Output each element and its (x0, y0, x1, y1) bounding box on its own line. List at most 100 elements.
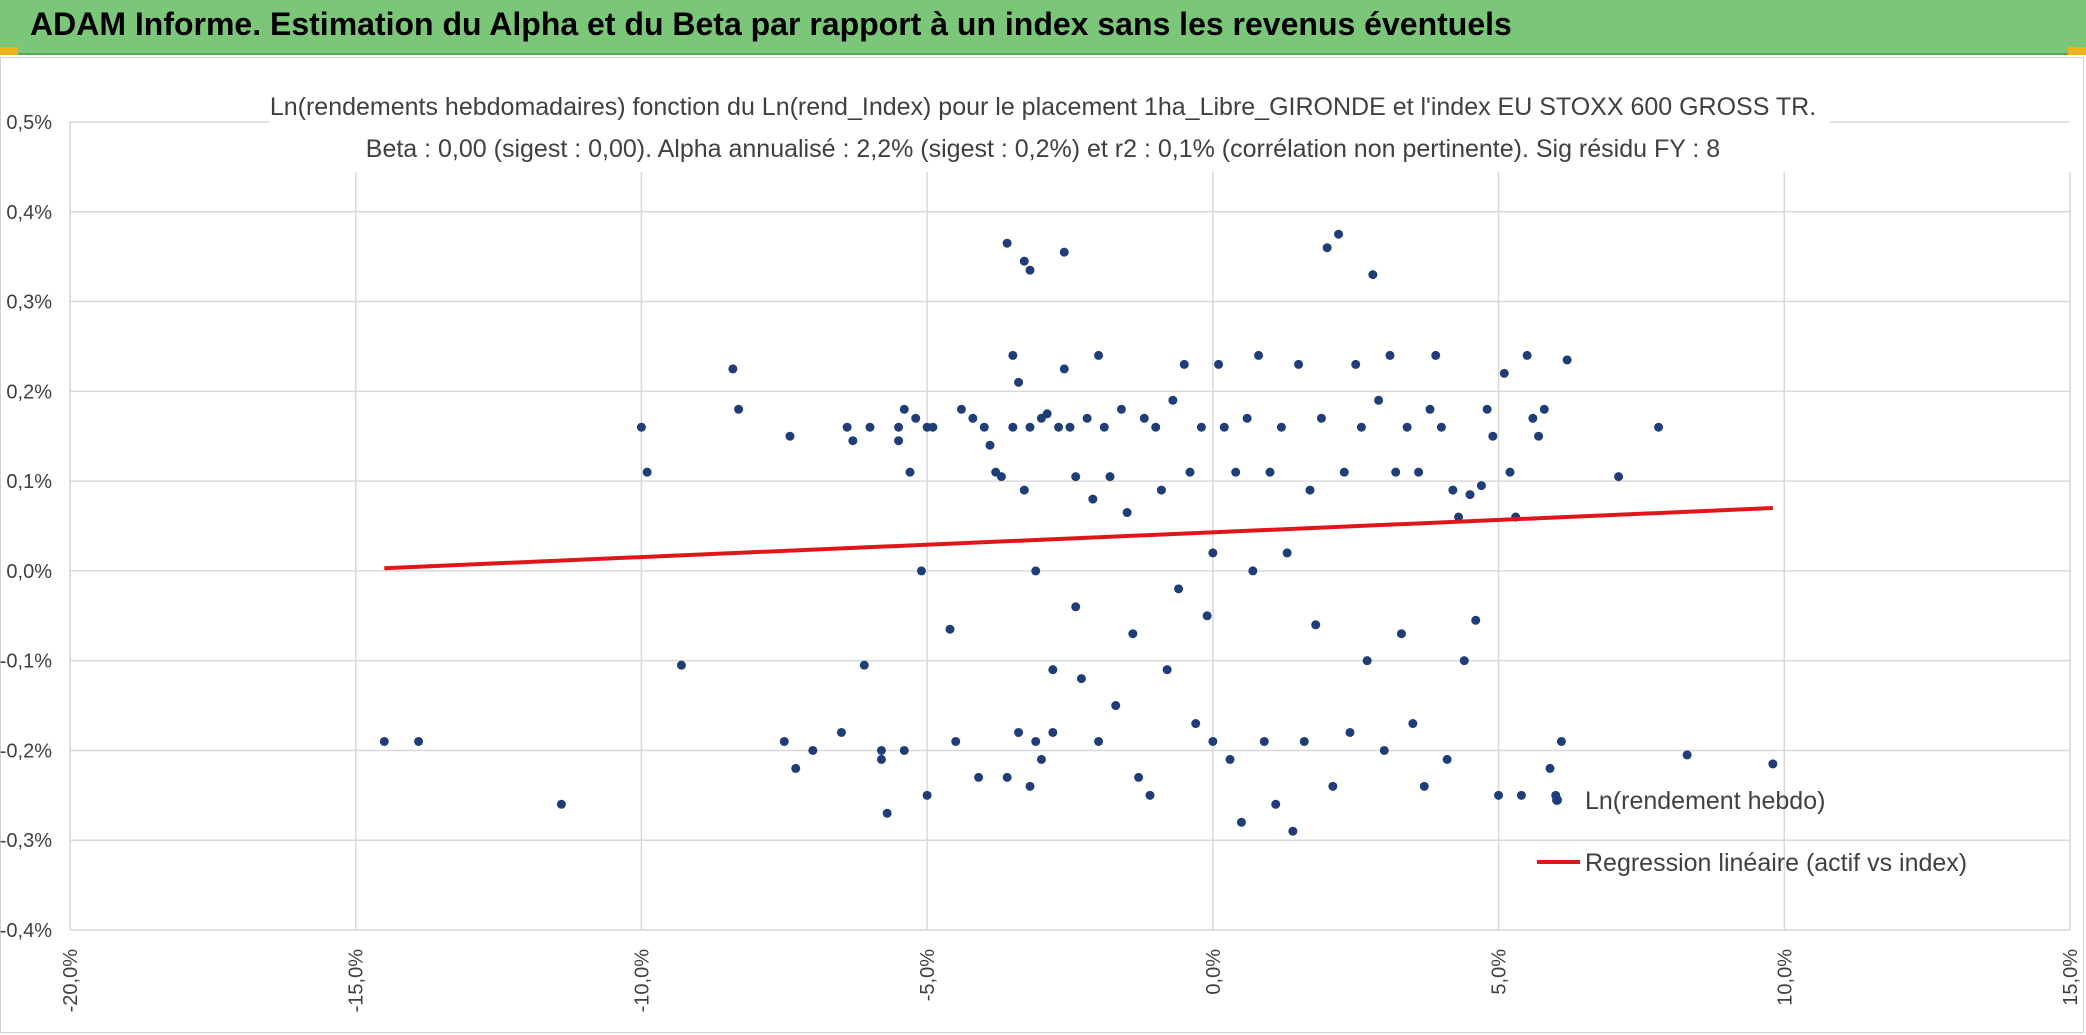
y-tick-label: 0,1% (6, 471, 52, 493)
scatter-point (951, 736, 961, 746)
scatter-point (1254, 350, 1264, 360)
scatter-point (1002, 238, 1012, 248)
corner-mark (0, 47, 18, 55)
scatter-point (1174, 584, 1184, 594)
scatter-point (1311, 620, 1321, 630)
scatter-point (956, 404, 966, 414)
scatter-point (1276, 422, 1286, 432)
scatter-point (728, 364, 738, 374)
scatter-point (1059, 247, 1069, 257)
scatter-point (1408, 719, 1418, 729)
scatter-point (1008, 422, 1018, 432)
scatter-point (1071, 602, 1081, 612)
scatter-point (1002, 772, 1012, 782)
scatter-point (1128, 629, 1138, 639)
scatter-point (1008, 350, 1018, 360)
scatter-point (1402, 422, 1412, 432)
scatter-point (1145, 790, 1155, 800)
scatter-point (1236, 817, 1246, 827)
scatter-point (1059, 364, 1069, 374)
scatter-point (791, 763, 801, 773)
legend-label-regression: Regression linéaire (actif vs index) (1585, 849, 1967, 877)
scatter-point (985, 440, 995, 450)
scatter-point (1019, 485, 1029, 495)
scatter-point (905, 467, 915, 477)
scatter-point (842, 422, 852, 432)
scatter-point (734, 404, 744, 414)
scatter-point (1488, 431, 1498, 441)
scatter-point (1459, 656, 1469, 666)
x-tick-label: -15,0% (346, 949, 368, 1013)
scatter-point (785, 431, 795, 441)
scatter-point (676, 660, 686, 670)
scatter-point (1271, 799, 1281, 809)
scatter-point (876, 745, 886, 755)
scatter-point (1414, 467, 1424, 477)
scatter-point (556, 799, 566, 809)
scatter-point (1122, 508, 1132, 518)
scatter-point (1036, 754, 1046, 764)
scatter-point (1442, 754, 1452, 764)
scatter-point (928, 422, 938, 432)
scatter-point (1454, 512, 1464, 522)
scatter-point (414, 736, 424, 746)
scatter-point (1196, 422, 1206, 432)
scatter-point (1339, 467, 1349, 477)
chart-frame (0, 57, 2084, 1033)
scatter-point (1322, 243, 1332, 253)
scatter-point (1134, 772, 1144, 782)
scatter-point (1334, 229, 1344, 239)
scatter-point (1225, 754, 1235, 764)
scatter-point (379, 736, 389, 746)
scatter-point (1168, 395, 1178, 405)
scatter-point (916, 566, 926, 576)
scatter-point (1379, 745, 1389, 755)
scatter-point (1522, 350, 1532, 360)
scatter-point (808, 745, 818, 755)
scatter-point (1042, 409, 1052, 419)
scatter-point (1299, 736, 1309, 746)
scatter-point (1048, 727, 1058, 737)
scatter-point (1465, 490, 1475, 500)
x-tick-label: -5,0% (917, 949, 939, 1001)
scatter-point (1362, 656, 1372, 666)
scatter-point (1374, 395, 1384, 405)
scatter-point (779, 736, 789, 746)
scatter-point (1248, 566, 1258, 576)
scatter-point (876, 754, 886, 764)
scatter-point (974, 772, 984, 782)
scatter-point (1094, 736, 1104, 746)
x-tick-label: 0,0% (1203, 949, 1225, 995)
scatter-point (1179, 359, 1189, 369)
corner-mark (2068, 47, 2086, 55)
scatter-point (1654, 422, 1664, 432)
scatter-point (899, 404, 909, 414)
scatter-point (1265, 467, 1275, 477)
scatter-point (1614, 472, 1624, 482)
scatter-point (1094, 350, 1104, 360)
y-tick-label: 0,5% (6, 112, 52, 134)
scatter-point (1219, 422, 1229, 432)
scatter-point (642, 467, 652, 477)
scatter-point (1562, 355, 1572, 365)
scatter-point (1214, 359, 1224, 369)
scatter-point (1025, 265, 1035, 275)
scatter-point (1031, 736, 1041, 746)
y-tick-label: 0,0% (6, 561, 52, 583)
scatter-point (1294, 359, 1304, 369)
scatter-point (1499, 368, 1509, 378)
scatter-point (1345, 727, 1355, 737)
scatter-point (979, 422, 989, 432)
scatter-point (1031, 566, 1041, 576)
scatter-point (1419, 781, 1429, 791)
scatter-point (1099, 422, 1109, 432)
scatter-point (1436, 422, 1446, 432)
scatter-point (1556, 736, 1566, 746)
scatter-point (1076, 674, 1086, 684)
scatter-point (1105, 472, 1115, 482)
scatter-point (1768, 759, 1778, 769)
y-tick-label: -0,1% (0, 651, 52, 673)
x-tick-label: 15,0% (2060, 949, 2082, 1006)
scatter-point (1545, 763, 1555, 773)
